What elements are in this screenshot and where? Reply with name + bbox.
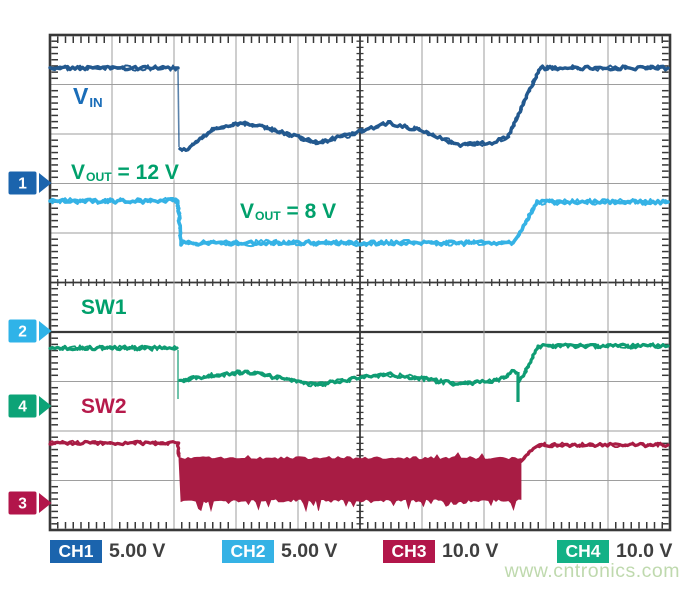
graticule	[48, 33, 672, 532]
sw2-noise-band	[178, 452, 522, 513]
trace-sw2	[48, 439, 670, 513]
trace-vin	[48, 64, 670, 153]
trace-sw1	[48, 342, 670, 402]
watermark-text: www.cntronics.com	[504, 560, 680, 582]
trace-vout	[48, 196, 670, 248]
